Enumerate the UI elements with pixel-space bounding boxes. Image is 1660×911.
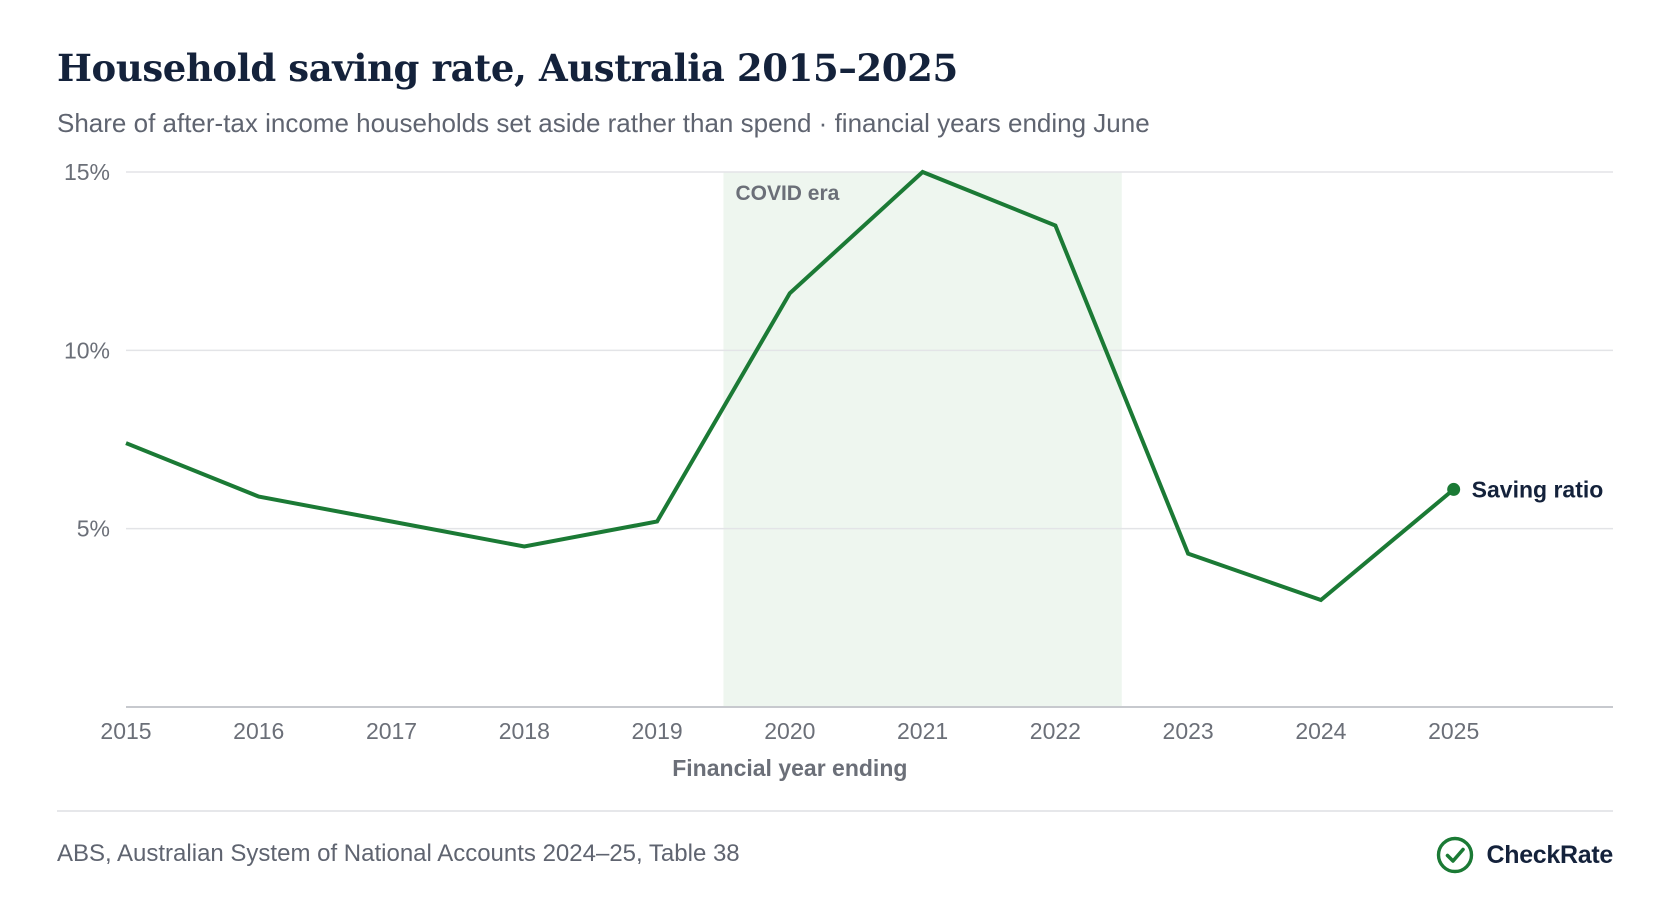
y-tick-label: 15% — [64, 159, 110, 185]
x-tick-label: 2021 — [897, 718, 948, 744]
x-axis-title: Financial year ending — [672, 755, 907, 781]
x-tick-label: 2022 — [1030, 718, 1081, 744]
check-circle-icon — [1437, 836, 1474, 874]
series-label: Saving ratio — [1472, 476, 1604, 502]
x-tick-label: 2019 — [631, 718, 682, 744]
x-tick-label: 2015 — [100, 718, 151, 744]
footer-divider — [57, 810, 1613, 812]
y-tick-label: 10% — [64, 337, 110, 363]
brand-name: CheckRate — [1486, 840, 1613, 869]
x-tick-label: 2016 — [233, 718, 284, 744]
x-tick-label: 2018 — [499, 718, 550, 744]
brand-logo: CheckRate — [1436, 836, 1613, 874]
saving-rate-line-chart: COVID era 5% 10% 15% 2015 2016 2017 2018 2019 202… — [64, 159, 1613, 781]
x-tick-label: 2024 — [1295, 718, 1346, 744]
x-tick-label: 2023 — [1163, 718, 1214, 744]
series-end-point — [1447, 482, 1461, 496]
chart-title: Household saving rate, Australia 2015–20… — [57, 46, 958, 90]
covid-era-label: COVID era — [735, 182, 839, 205]
source-note: ABS, Australian System of National Accou… — [57, 840, 740, 867]
x-tick-label: 2020 — [764, 718, 815, 744]
x-tick-label: 2025 — [1428, 718, 1479, 744]
covid-era-shading — [723, 172, 1122, 707]
y-tick-label: 5% — [77, 516, 110, 542]
x-tick-label: 2017 — [366, 718, 417, 744]
chart-subtitle: Share of after-tax income households set… — [57, 108, 1150, 138]
series-line-saving-ratio — [125, 169, 1455, 603]
